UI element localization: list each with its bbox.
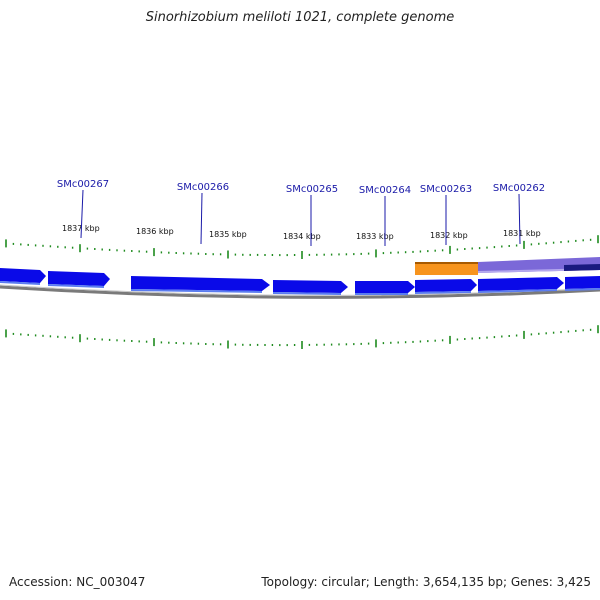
gene-leader-line xyxy=(518,193,521,245)
gene-arrow-shadow xyxy=(565,288,600,291)
scale-labels: 1837 kbp 1836 kbp 1835 kbp 1834 kbp 1833… xyxy=(62,224,541,241)
gene-leader-line xyxy=(80,189,84,239)
tick-row-top xyxy=(5,235,599,259)
kbp-label: 1836 kbp xyxy=(136,227,174,236)
gene-label[interactable]: SMc00262 xyxy=(493,183,545,194)
gene-arrow-shadow xyxy=(0,281,40,285)
gene-label[interactable]: SMc00266 xyxy=(177,182,229,193)
gene-arrow-shadow xyxy=(273,292,341,295)
gene-arrow-shadow xyxy=(478,289,557,293)
gene-track xyxy=(0,268,600,295)
genome-summary: Topology: circular; Length: 3,654,135 bp… xyxy=(261,575,591,589)
kbp-label: 1832 kbp xyxy=(430,231,468,240)
gene-label[interactable]: SMc00267 xyxy=(57,179,109,190)
gene-arrow-shadow xyxy=(131,289,262,293)
gene-arrow-shadow xyxy=(355,293,408,295)
navy-feature[interactable] xyxy=(564,264,600,271)
orange-feature-edge xyxy=(415,262,478,264)
gene-label[interactable]: SMc00264 xyxy=(359,185,411,196)
gene-leader-line xyxy=(200,192,203,245)
kbp-label: 1834 kbp xyxy=(283,232,321,241)
tick-row-bottom xyxy=(5,325,599,349)
gene-arrow[interactable] xyxy=(355,281,415,293)
gene-arrow[interactable] xyxy=(48,271,110,286)
gene-label[interactable]: SMc00263 xyxy=(420,184,472,195)
gene-names: SMc00267 SMc00266 SMc00265 SMc00264 SMc0… xyxy=(57,179,545,196)
feature-track xyxy=(415,257,600,275)
genome-backbone xyxy=(0,285,600,299)
gene-arrow-shadow xyxy=(415,291,471,294)
kbp-label: 1837 kbp xyxy=(62,224,100,233)
gene-arrow[interactable] xyxy=(565,276,600,289)
gene-arrow[interactable] xyxy=(0,268,46,283)
orange-feature[interactable] xyxy=(415,262,478,275)
kbp-label: 1835 kbp xyxy=(209,230,247,239)
gene-leaders xyxy=(80,189,521,246)
gene-arrow[interactable] xyxy=(415,279,477,292)
gene-arrow-shadow xyxy=(48,284,104,288)
kbp-label: 1833 kbp xyxy=(356,232,394,241)
kbp-label: 1831 kbp xyxy=(503,229,541,238)
map-title: Sinorhizobium meliloti 1021, complete ge… xyxy=(145,10,455,25)
gene-label[interactable]: SMc00265 xyxy=(286,184,338,195)
gene-arrow[interactable] xyxy=(478,277,564,291)
gene-arrow[interactable] xyxy=(131,276,270,291)
gene-arrow[interactable] xyxy=(273,280,348,293)
accession-label: Accession: NC_003047 xyxy=(9,575,146,589)
